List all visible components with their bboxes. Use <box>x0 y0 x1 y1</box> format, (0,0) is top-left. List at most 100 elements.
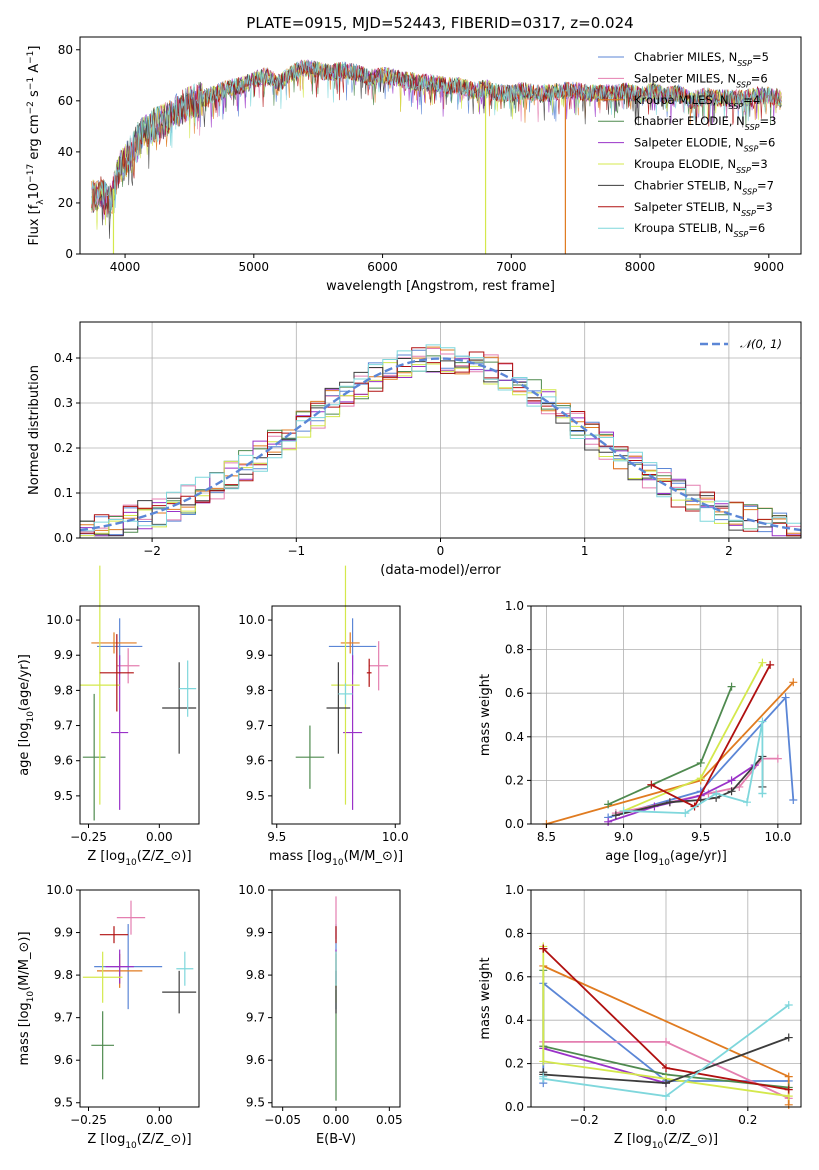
mass-weight-marker <box>784 1085 793 1094</box>
x-tick-label: 0.05 <box>376 1113 403 1127</box>
y-tick-label: 9.7 <box>246 1011 265 1025</box>
axes-frame <box>79 36 802 255</box>
spectrum-line-salpeter-stelib <box>91 59 782 215</box>
x-tick-label: −0.25 <box>70 1113 107 1127</box>
mass-weight-marker <box>727 776 736 785</box>
y-tick-label: 0.1 <box>54 486 73 500</box>
y-tick-label: 10.0 <box>238 883 265 897</box>
x-axis-label: Z [log10(Z/Z_⊙)] <box>87 849 191 868</box>
y-tick-label: 9.9 <box>246 648 265 662</box>
legend-label: Kroupa MILES, NSSP=4 <box>634 93 760 111</box>
y-tick-label: 0.4 <box>54 351 73 365</box>
x-tick-label: 9.5 <box>691 830 710 844</box>
x-tick-label: 8.5 <box>537 830 556 844</box>
mass-weight-marker <box>647 780 656 789</box>
x-tick-label: 0.00 <box>323 1113 350 1127</box>
x-axis-label: E(B-V) <box>316 1132 356 1147</box>
mass-weight-line-salpeter-elodie <box>543 1047 667 1084</box>
mass-weight-marker <box>696 758 705 767</box>
axes-frame <box>271 605 401 825</box>
mass-weight-marker <box>662 1092 670 1101</box>
mass-weight-line-chabrier-elodie <box>607 686 733 806</box>
mass-weight-marker <box>662 1063 670 1072</box>
x-tick-label: 10.0 <box>382 830 409 844</box>
legend-label: Salpeter MILES, NSSP=6 <box>634 71 768 89</box>
mass-weight-vs-age-panel: 8.5 9.0 9.5 10.0 0.0 0.2 0.4 0.6 0.8 1.0 age [log1… <box>478 599 802 868</box>
mass-weight-vs-Z-panel: −0.2 0.0 0.2 0.0 0.2 0.4 0.6 0.8 1.0 Z [log10(Z/Z… <box>478 883 802 1151</box>
x-axis-label: age [log10(age/yr)] <box>605 849 727 868</box>
mass-weight-marker <box>665 798 674 807</box>
y-tick-label: 9.5 <box>246 789 265 803</box>
histogram-step-kroupa-stelib <box>79 344 801 538</box>
x-axis-label: mass [log10(M/M_⊙)] <box>269 849 403 868</box>
y-tick-label: 9.6 <box>54 1053 73 1067</box>
x-tick-label: −2 <box>143 544 161 558</box>
y-tick-label: 0.2 <box>505 773 524 787</box>
legend-label: Salpeter STELIB, NSSP=3 <box>634 200 773 218</box>
y-tick-label: 0.4 <box>505 730 524 744</box>
y-tick-label: 10.0 <box>46 883 73 897</box>
mass-weight-marker <box>662 1079 670 1088</box>
y-tick-label: 0.2 <box>54 441 73 455</box>
figure-title: PLATE=0915, MJD=52443, FIBERID=0317, z=0… <box>246 14 633 32</box>
y-tick-label: 40 <box>58 145 73 159</box>
y-tick-label: 0.6 <box>505 970 524 984</box>
y-axis-label: mass [log10(M/M_⊙)] <box>17 931 36 1065</box>
mass-weight-marker <box>539 1057 548 1066</box>
legend-label: Chabrier MILES, NSSP=5 <box>634 50 769 68</box>
y-tick-label: 0.0 <box>54 531 73 545</box>
age-vs-mass-panel: 9.5 10.0 9.5 9.6 9.7 9.8 9.9 10.0 mass [log10(M/… <box>238 565 409 868</box>
x-tick-label: 6000 <box>367 260 398 274</box>
y-tick-label: 9.7 <box>54 1011 73 1025</box>
legend-label: Kroupa STELIB, NSSP=6 <box>634 221 765 239</box>
mass-weight-line-kroupa-elodie <box>542 946 789 1098</box>
y-tick-label: 0 <box>65 247 73 261</box>
mass-weight-marker <box>784 1072 793 1081</box>
x-tick-label: 9.5 <box>267 830 286 844</box>
x-tick-label: −1 <box>287 544 305 558</box>
mass-weight-marker <box>781 693 790 702</box>
mass-weight-marker <box>681 809 690 818</box>
mass-weight-marker <box>539 1074 548 1083</box>
age-vs-Z-panel: −0.25 0.00 9.5 9.6 9.7 9.8 9.9 10.0 Z [log10(Z/Z… <box>17 565 200 868</box>
x-tick-label: 9000 <box>754 260 785 274</box>
mass-weight-marker <box>611 811 620 820</box>
mass-weight-marker <box>758 658 767 667</box>
x-tick-label: 1 <box>581 544 589 558</box>
mass-weight-marker <box>727 787 736 796</box>
y-tick-label: 0.0 <box>505 817 524 831</box>
x-tick-label: −0.05 <box>264 1113 301 1127</box>
histogram-step-salpeter-stelib <box>79 347 801 538</box>
y-tick-label: 9.6 <box>246 1053 265 1067</box>
y-tick-label: 9.9 <box>54 648 73 662</box>
mass-weight-marker <box>727 682 736 691</box>
x-axis-label: (data-model)/error <box>380 563 501 578</box>
x-axis-label: Z [log10(Z/Z_⊙)] <box>87 1132 191 1151</box>
y-tick-label: 0.8 <box>505 926 524 940</box>
x-tick-label: 4000 <box>110 260 141 274</box>
x-tick-label: 9.0 <box>614 830 633 844</box>
y-tick-label: 9.5 <box>246 1096 265 1110</box>
histogram-panel: −2 −1 0 1 2 0.0 0.1 0.2 0.3 0.4 (data-model)/error… <box>27 321 802 578</box>
legend-label: Chabrier STELIB, NSSP=7 <box>634 178 774 196</box>
y-tick-label: 9.9 <box>54 926 73 940</box>
x-tick-label: 0.00 <box>146 1113 173 1127</box>
x-tick-label: 5000 <box>239 260 270 274</box>
y-tick-label: 1.0 <box>505 883 524 897</box>
y-tick-label: 9.9 <box>246 926 265 940</box>
mass-weight-marker <box>758 789 767 798</box>
x-tick-label: 7000 <box>496 260 527 274</box>
normal-curve <box>79 357 802 532</box>
y-tick-label: 9.5 <box>54 1096 73 1110</box>
y-tick-label: 9.8 <box>54 683 73 697</box>
mass-weight-marker <box>784 1100 793 1109</box>
x-axis-label: wavelength [Angstrom, rest frame] <box>326 279 555 294</box>
y-axis-label: Normed distribution <box>27 365 42 495</box>
mass-weight-marker <box>662 1037 670 1046</box>
y-tick-label: 0.2 <box>505 1057 524 1071</box>
y-tick-label: 9.6 <box>54 754 73 768</box>
y-tick-label: 9.6 <box>246 754 265 768</box>
y-tick-label: 9.7 <box>246 719 265 733</box>
mass-weight-marker <box>766 660 775 669</box>
